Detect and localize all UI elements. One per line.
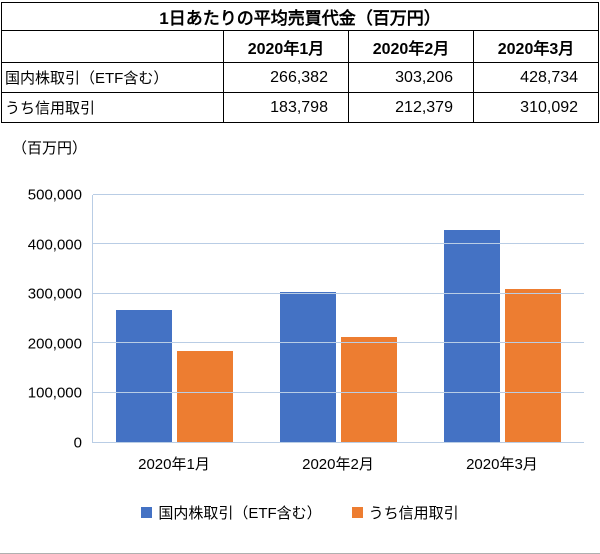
table-title: 1日あたりの平均売買代金（百万円） xyxy=(0,2,600,31)
y-axis-unit-label: （百万円） xyxy=(12,140,88,157)
y-tick-label: 200,000 xyxy=(27,335,82,353)
legend-item: うち信用取引 xyxy=(351,502,459,523)
bar-series1 xyxy=(504,288,561,442)
bar-series0 xyxy=(279,292,336,442)
bar-series1 xyxy=(340,337,397,442)
gridline xyxy=(93,194,584,195)
table-row: 国内株取引（ETF含む） 266,382 303,206 428,734 xyxy=(0,62,600,93)
gridline xyxy=(93,342,584,344)
legend-label: うち信用取引 xyxy=(368,505,459,522)
table-corner-cell xyxy=(0,30,224,63)
row-label: うち信用取引 xyxy=(0,92,224,123)
x-tick-label: 2020年1月 xyxy=(138,456,210,473)
table-cell: 212,379 xyxy=(347,92,474,123)
bar-group xyxy=(257,195,421,442)
table-cell: 310,092 xyxy=(472,92,600,123)
y-tick-label: 0 xyxy=(73,434,82,452)
column-header: 2020年2月 xyxy=(347,30,474,63)
y-tick-label: 100,000 xyxy=(27,384,82,402)
table-cell: 183,798 xyxy=(222,92,349,123)
column-header: 2020年3月 xyxy=(472,30,600,63)
bar-groups xyxy=(93,195,584,442)
plot-area xyxy=(92,194,584,443)
table-cell: 303,206 xyxy=(347,62,474,93)
bar-group xyxy=(93,195,257,442)
table-cell: 428,734 xyxy=(472,62,600,93)
legend-item: 国内株取引（ETF含む） xyxy=(141,502,322,523)
table-row: うち信用取引 183,798 212,379 310,092 xyxy=(0,92,600,123)
legend: 国内株取引（ETF含む） うち信用取引 xyxy=(0,502,600,523)
legend-swatch xyxy=(141,507,153,518)
y-tick-label: 300,000 xyxy=(27,285,82,303)
x-tick-label: 2020年2月 xyxy=(302,456,374,473)
bar-group xyxy=(420,195,584,442)
bar-chart: （百万円） 0 100,000 200,000 300,000 400,000 500,0… xyxy=(0,123,600,523)
gridline xyxy=(93,292,584,294)
x-axis-labels: 2020年1月 2020年2月 2020年3月 xyxy=(92,453,584,474)
table-header-row: 2020年1月 2020年2月 2020年3月 xyxy=(0,30,600,63)
bar-series0 xyxy=(116,310,173,442)
bar-series0 xyxy=(443,230,500,442)
row-label: 国内株取引（ETF含む） xyxy=(0,62,224,93)
gridline xyxy=(93,243,584,245)
summary-table: 1日あたりの平均売買代金（百万円） 2020年1月 2020年2月 2020年3… xyxy=(0,2,600,123)
legend-label: 国内株取引（ETF含む） xyxy=(158,505,322,522)
y-axis-labels: 0 100,000 200,000 300,000 400,000 500,000 xyxy=(0,188,92,451)
x-tick-label: 2020年3月 xyxy=(466,456,538,473)
legend-swatch xyxy=(351,507,363,518)
gridline xyxy=(93,391,584,393)
bar-series1 xyxy=(177,351,234,442)
column-header: 2020年1月 xyxy=(222,30,349,63)
plot-row: 0 100,000 200,000 300,000 400,000 500,000 xyxy=(0,188,584,451)
table-cell: 266,382 xyxy=(222,62,349,93)
table-title-row: 1日あたりの平均売買代金（百万円） xyxy=(0,2,600,31)
y-tick-label: 400,000 xyxy=(27,236,82,254)
y-tick-label: 500,000 xyxy=(27,186,82,204)
